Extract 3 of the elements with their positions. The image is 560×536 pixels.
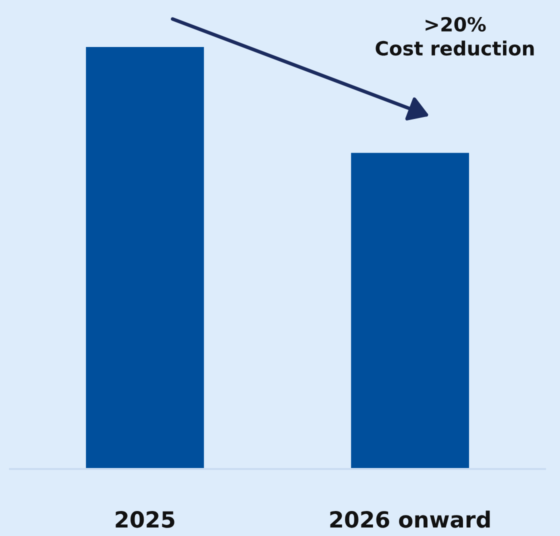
x-tick-label: 2025	[116, 511, 174, 528]
annotation: >20% Cost reduction	[376, 16, 534, 56]
x-tick-label: 2026 onward	[330, 510, 490, 528]
